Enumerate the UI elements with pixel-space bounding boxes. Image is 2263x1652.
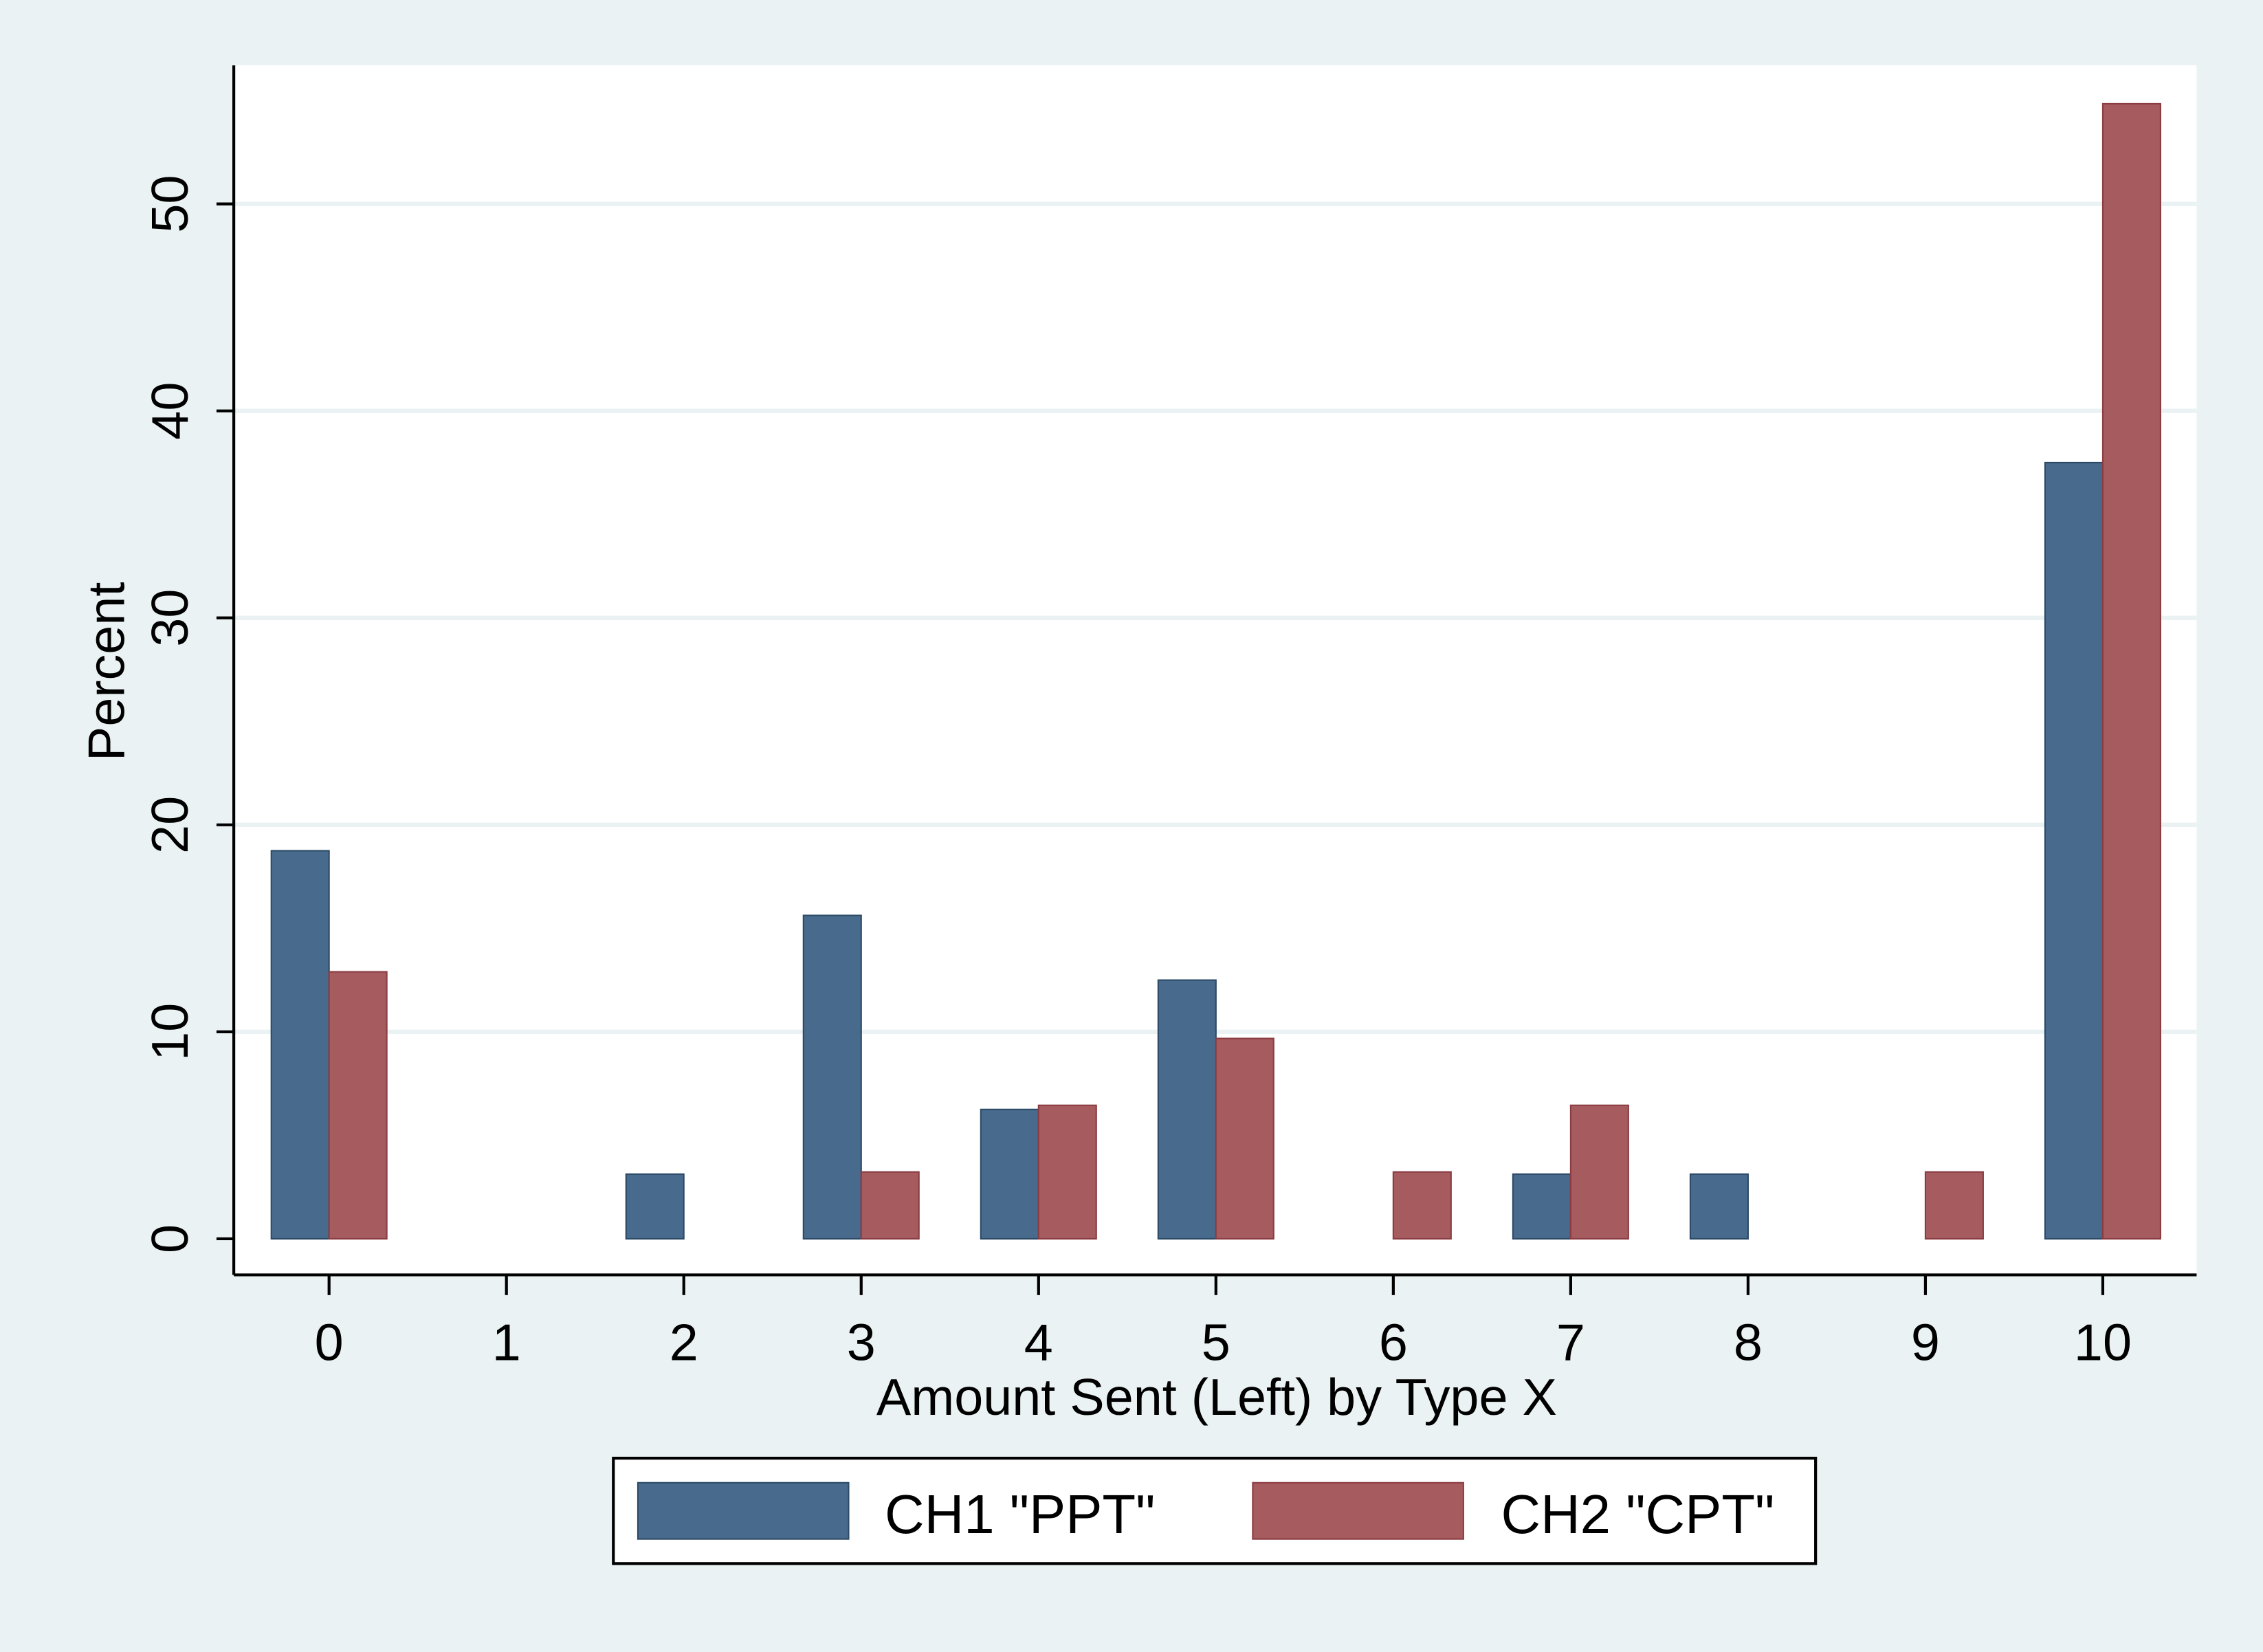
bar-ch1-8: [1689, 1173, 1749, 1240]
legend-swatch-ch1: [637, 1482, 850, 1540]
x-axis-title: Amount Sent (Left) by Type X: [876, 1369, 1557, 1427]
y-tick-label: 40: [142, 382, 199, 440]
bar-ch2-9: [1924, 1171, 1984, 1240]
y-tick-label: 20: [142, 796, 199, 854]
x-tick-label: 9: [1911, 1314, 1940, 1372]
legend-label-ch2: CH2 "CPT": [1501, 1484, 1774, 1545]
legend-swatch-ch2: [1252, 1482, 1464, 1540]
x-tick-label: 2: [670, 1314, 698, 1372]
y-tick-label: 30: [142, 589, 199, 647]
legend: CH1 "PPT" CH2 "CPT": [612, 1456, 1818, 1565]
x-tick-label: 8: [1734, 1314, 1763, 1372]
x-tick-label: 0: [315, 1314, 344, 1372]
bar-ch1-5: [1157, 979, 1217, 1240]
bar-ch1-7: [1512, 1173, 1571, 1240]
y-tick-label: 50: [142, 175, 199, 233]
x-tick-label: 5: [1202, 1314, 1230, 1372]
bar-ch2-4: [1037, 1104, 1097, 1240]
x-tick-label: 10: [2074, 1314, 2132, 1372]
bar-ch1-4: [980, 1108, 1039, 1240]
x-tick-label: 7: [1556, 1314, 1585, 1372]
bar-ch1-2: [625, 1173, 685, 1240]
legend-label-ch1: CH1 "PPT": [885, 1484, 1156, 1545]
y-axis-title: Percent: [78, 582, 136, 761]
x-tick-label: 4: [1024, 1314, 1053, 1372]
bar-ch2-5: [1215, 1037, 1274, 1240]
y-tick-label: 0: [142, 1224, 199, 1253]
bar-ch2-10: [2101, 102, 2161, 1240]
x-tick-label: 6: [1379, 1314, 1408, 1372]
bar-ch1-3: [802, 914, 862, 1240]
y-tick-label: 10: [142, 1003, 199, 1061]
bar-ch2-3: [860, 1171, 920, 1240]
bar-ch2-6: [1392, 1171, 1452, 1240]
x-tick-label: 3: [847, 1314, 876, 1372]
x-tick-label: 1: [492, 1314, 521, 1372]
bar-ch1-0: [270, 850, 330, 1240]
bar-ch2-7: [1569, 1104, 1629, 1240]
bar-ch1-10: [2044, 461, 2104, 1240]
bar-ch2-0: [328, 971, 388, 1240]
